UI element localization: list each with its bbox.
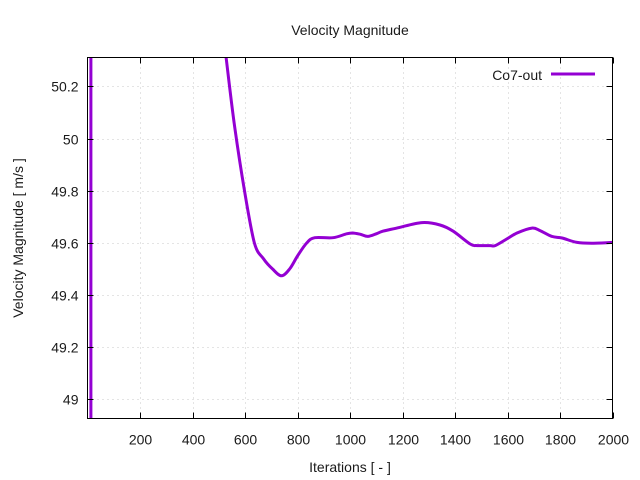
y-tick-label: 49.4 — [51, 288, 78, 304]
y-tick-label: 49.2 — [51, 340, 78, 356]
y-tick-labels: 49 49.2 49.4 49.6 49.8 50 50.2 — [51, 79, 78, 408]
chart-title: Velocity Magnitude — [291, 22, 409, 38]
x-tick-label: 800 — [287, 432, 311, 448]
y-tick-label: 49.8 — [51, 184, 78, 200]
series-group — [89, 57, 613, 419]
x-tick-label: 1200 — [388, 432, 419, 448]
y-tick-label: 50 — [63, 132, 79, 148]
y-tick-label: 50.2 — [51, 79, 78, 95]
x-tick-labels: 200 400 600 800 1000 1200 1400 1600 1800 2000 — [129, 432, 629, 448]
x-tick-label: 200 — [129, 432, 153, 448]
x-tick-label: 1000 — [335, 432, 366, 448]
x-tick-label: 400 — [182, 432, 206, 448]
y-axis-label: Velocity Magnitude [ m/s ] — [10, 158, 26, 318]
x-tick-label: 1800 — [545, 432, 576, 448]
y-tick-label: 49.6 — [51, 236, 78, 252]
legend-label: Co7-out — [492, 67, 542, 83]
x-tick-label: 1600 — [493, 432, 524, 448]
x-tick-label: 2000 — [598, 432, 629, 448]
series-line-Co7-out — [224, 57, 613, 278]
legend: Co7-out — [492, 67, 595, 83]
x-axis-label: Iterations [ - ] — [309, 459, 391, 475]
x-tick-label: 600 — [234, 432, 258, 448]
y-tick-label: 49 — [63, 392, 79, 408]
x-tick-label: 1400 — [440, 432, 471, 448]
ticks — [87, 57, 614, 419]
